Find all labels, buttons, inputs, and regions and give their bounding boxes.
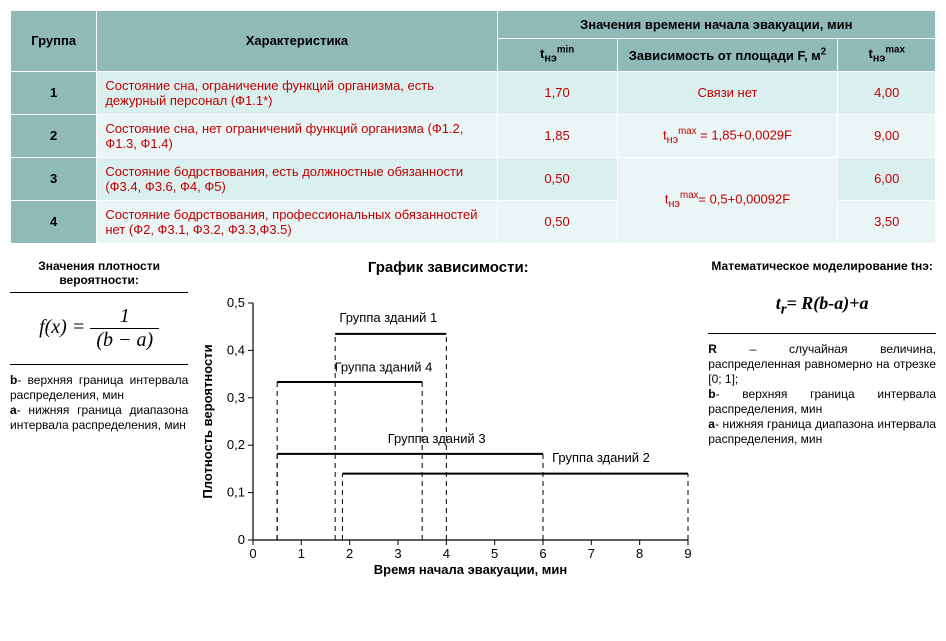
cell-char: Состояние бодрствования, есть должностны… — [97, 157, 497, 200]
th-super: Значения времени начала эвакуации, мин — [497, 11, 935, 39]
table-row: 3Состояние бодрствования, есть должностн… — [11, 157, 936, 200]
svg-text:0,4: 0,4 — [227, 342, 245, 357]
th-tmin: tнэmin — [497, 39, 617, 72]
cell-dep: Связи нет — [617, 71, 838, 114]
cell-group: 4 — [11, 200, 97, 243]
dependency-chart: Плотность вероятности Время начала эвакуа… — [198, 278, 698, 578]
svg-text:0,3: 0,3 — [227, 390, 245, 405]
svg-text:0,2: 0,2 — [227, 437, 245, 452]
bottom-section: Значения плотности вероятности: f(x) = 1… — [10, 259, 936, 578]
cell-tmin: 0,50 — [497, 157, 617, 200]
cell-tmax: 9,00 — [838, 114, 936, 157]
chart-column: График зависимости: Плотность вероятност… — [198, 259, 698, 578]
model-b: b- верхняя граница интервала распределен… — [708, 387, 936, 417]
svg-text:5: 5 — [491, 546, 498, 561]
th-dep-text: Зависимость от площади F, м2 — [629, 48, 826, 63]
cell-char: Состояние сна, нет ограничений функций о… — [97, 114, 497, 157]
cell-tmin: 0,50 — [497, 200, 617, 243]
legend-b: b- верхняя граница интервала распределен… — [10, 373, 188, 403]
svg-text:0,1: 0,1 — [227, 485, 245, 500]
svg-text:Группа зданий 1: Группа зданий 1 — [340, 310, 438, 325]
density-formula: f(x) = 1 (b − a) — [10, 305, 188, 352]
svg-text:0: 0 — [238, 532, 245, 547]
cell-char: Состояние сна, ограничение функций орган… — [97, 71, 497, 114]
cell-group: 1 — [11, 71, 97, 114]
cell-tmax: 4,00 — [838, 71, 936, 114]
model-formula: tr= R(b-a)+a — [708, 293, 936, 319]
cell-char: Состояние бодрствования, профессиональны… — [97, 200, 497, 243]
cell-group: 2 — [11, 114, 97, 157]
svg-text:0,5: 0,5 — [227, 295, 245, 310]
th-dep: Зависимость от площади F, м2 — [617, 39, 838, 72]
cell-group: 3 — [11, 157, 97, 200]
th-char: Характеристика — [97, 11, 497, 72]
svg-text:6: 6 — [540, 546, 547, 561]
th-tmin-text: tнэmin — [540, 46, 574, 61]
density-column: Значения плотности вероятности: f(x) = 1… — [10, 259, 188, 433]
th-group: Группа — [11, 11, 97, 72]
model-a: a- нижняя граница диапазона интервала ра… — [708, 417, 936, 447]
svg-text:Группа зданий 3: Группа зданий 3 — [388, 431, 486, 446]
svg-text:2: 2 — [346, 546, 353, 561]
th-tmax-text: tнэmax — [869, 46, 905, 61]
model-column: Математическое моделирование tнэ: tr= R(… — [708, 259, 936, 447]
cell-tmin: 1,70 — [497, 71, 617, 114]
table-row: 1Состояние сна, ограничение функций орга… — [11, 71, 936, 114]
cell-dep: tнэmax= 0,5+0,00092F — [617, 157, 838, 243]
svg-text:3: 3 — [395, 546, 402, 561]
svg-text:Время начала эвакуации, мин: Время начала эвакуации, мин — [374, 562, 568, 577]
model-title: Математическое моделирование tнэ: — [708, 259, 936, 273]
cell-tmin: 1,85 — [497, 114, 617, 157]
svg-text:Группа зданий 2: Группа зданий 2 — [552, 450, 650, 465]
density-title: Значения плотности вероятности: — [10, 259, 188, 288]
chart-title: График зависимости: — [198, 259, 698, 276]
evacuation-table: Группа Характеристика Значения времени н… — [10, 10, 936, 244]
legend-a: a- нижняя граница диапазона интервала ра… — [10, 403, 188, 433]
svg-text:4: 4 — [443, 546, 450, 561]
cell-dep: tнэmax = 1,85+0,0029F — [617, 114, 838, 157]
cell-tmax: 6,00 — [838, 157, 936, 200]
svg-text:Группа зданий 4: Группа зданий 4 — [335, 360, 433, 375]
model-R: R – случайная величина, распределенная р… — [708, 342, 936, 387]
svg-text:9: 9 — [685, 546, 692, 561]
svg-text:1: 1 — [298, 546, 305, 561]
cell-tmax: 3,50 — [838, 200, 936, 243]
table-row: 2Состояние сна, нет ограничений функций … — [11, 114, 936, 157]
th-tmax: tнэmax — [838, 39, 936, 72]
svg-text:Плотность вероятности: Плотность вероятности — [200, 344, 215, 498]
svg-text:7: 7 — [588, 546, 595, 561]
svg-text:8: 8 — [636, 546, 643, 561]
svg-text:0: 0 — [250, 546, 257, 561]
